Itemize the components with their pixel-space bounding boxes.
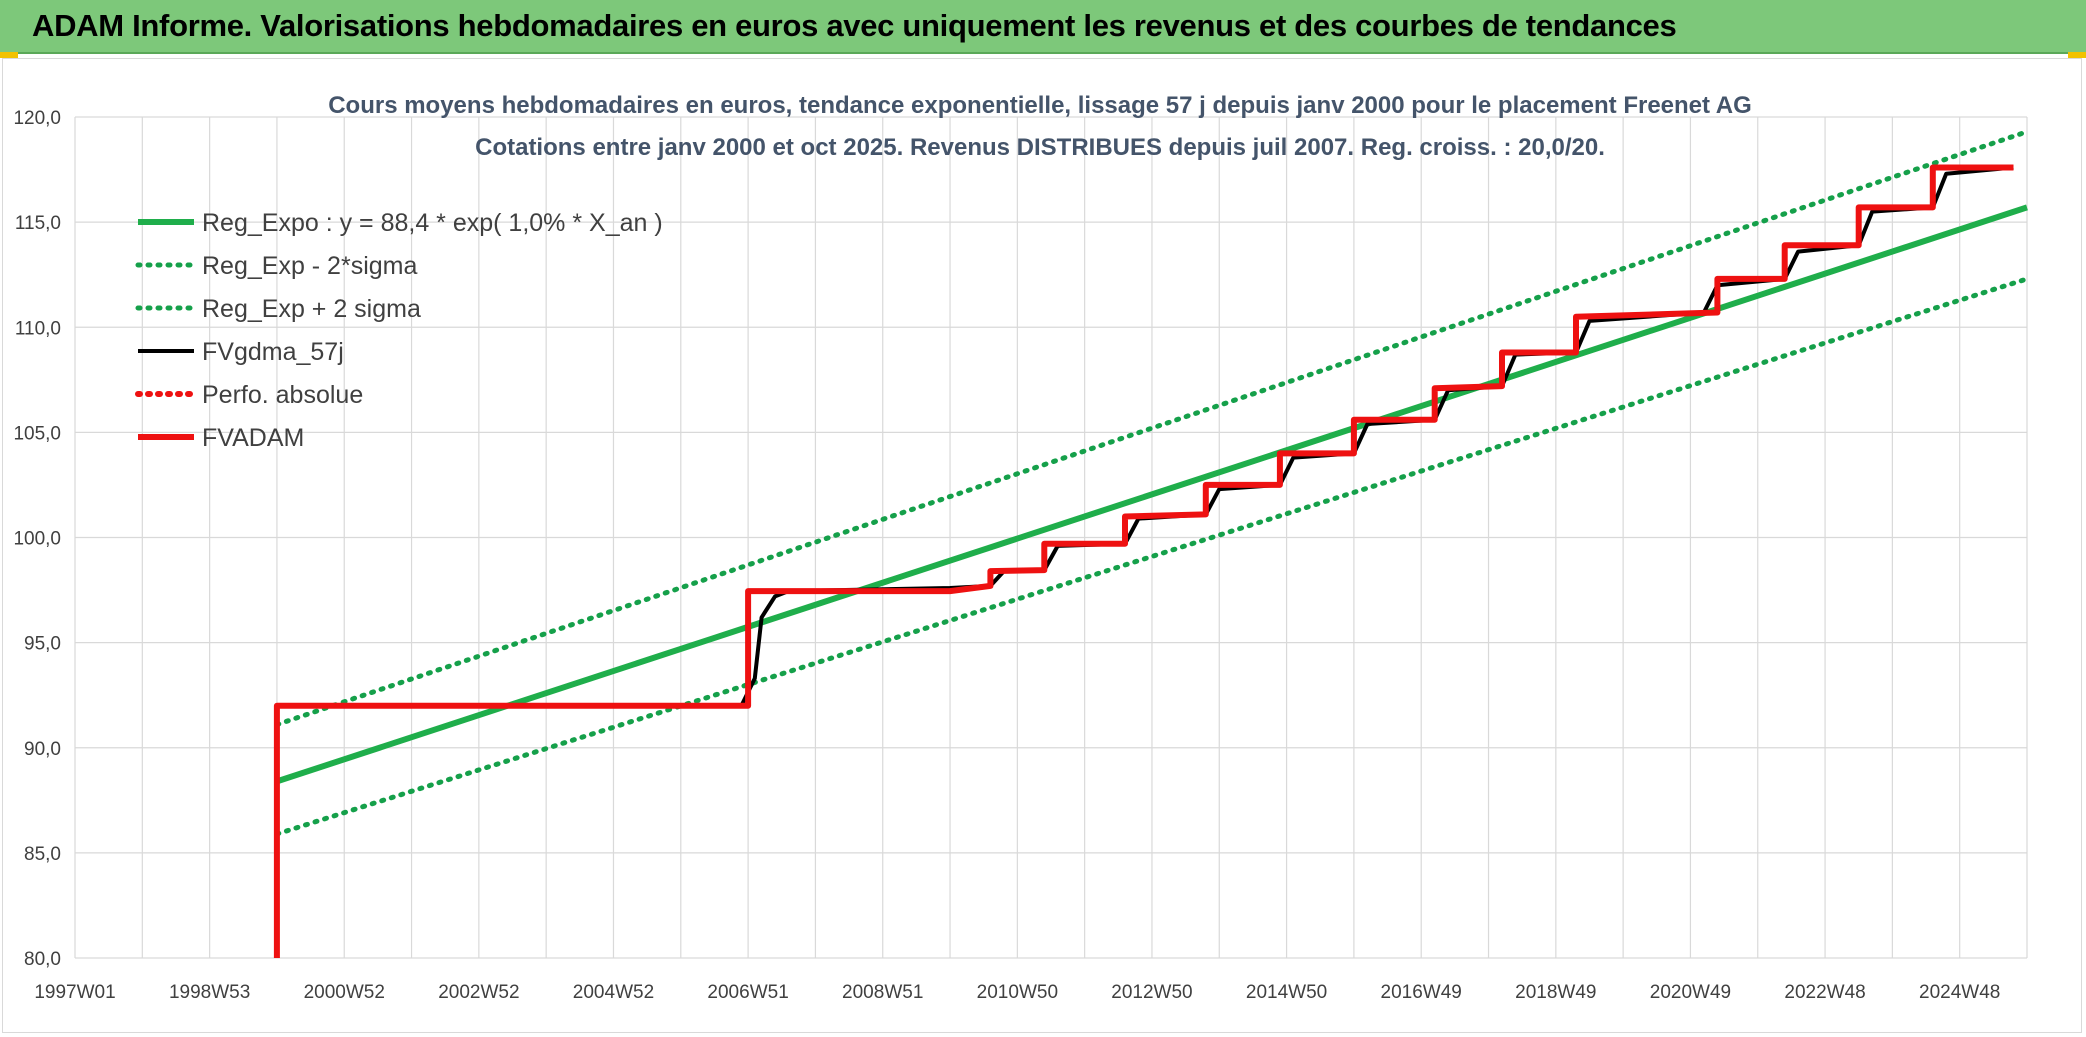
y-tick-label: 85,0 <box>24 844 61 865</box>
x-tick-label: 2010W50 <box>977 982 1058 1003</box>
axis-ticks: 80,0 85,0 90,0 95,0 100,0 105,0 110,0 115,0 120,… <box>13 108 2000 1003</box>
y-tick-label: 100,0 <box>13 529 61 550</box>
y-tick-label: 90,0 <box>24 739 61 760</box>
y-tick-label: 120,0 <box>13 108 61 129</box>
x-tick-label: 2006W51 <box>707 982 788 1003</box>
legend-label: Reg_Expo : y = 88,4 * exp( 1,0% * X_an ) <box>202 209 663 237</box>
series-group <box>273 129 2030 958</box>
legend-label: FVgdma_57j <box>202 338 344 366</box>
title-banner: ADAM Informe. Valorisations hebdomadaire… <box>0 0 2086 54</box>
x-tick-label: 2000W52 <box>304 982 385 1003</box>
legend-label: FVADAM <box>202 424 304 452</box>
series-reg_exp-1 <box>274 276 2030 837</box>
y-tick-label: 80,0 <box>24 949 61 970</box>
series-fvgdma_57j-3 <box>276 165 2014 708</box>
x-tick-label: 1998W53 <box>169 982 250 1003</box>
x-tick-label: 2002W52 <box>438 982 519 1003</box>
y-tick-label: 110,0 <box>15 318 61 339</box>
x-tick-label: 2014W50 <box>1246 982 1327 1003</box>
chart-subtitle: Cotations entre janv 2000 et oct 2025. R… <box>475 134 1605 161</box>
x-tick-label: 1997W01 <box>34 982 115 1003</box>
corner-marker-right <box>2068 52 2086 58</box>
x-tick-label: 2024W48 <box>1919 982 2000 1003</box>
y-tick-label: 105,0 <box>13 423 61 444</box>
legend-label: Reg_Exp - 2*sigma <box>202 252 417 280</box>
legend-label: Perfo. absolue <box>202 381 363 409</box>
series-reg_exp-2 <box>274 129 2030 728</box>
y-tick-label: 115,0 <box>15 213 61 234</box>
x-tick-label: 2018W49 <box>1515 982 1596 1003</box>
x-tick-label: 2020W49 <box>1650 982 1731 1003</box>
corner-marker-left <box>0 52 18 58</box>
x-tick-label: 2004W52 <box>573 982 654 1003</box>
banner-title: ADAM Informe. Valorisations hebdomadaire… <box>32 8 1677 43</box>
series-fvadam-5 <box>273 164 2014 958</box>
x-tick-label: 2022W48 <box>1784 982 1865 1003</box>
series-reg_expo-0 <box>275 204 2028 785</box>
x-tick-label: 2016W49 <box>1381 982 1462 1003</box>
legend-label: Reg_Exp + 2 sigma <box>202 295 421 323</box>
y-tick-label: 95,0 <box>24 634 61 655</box>
x-tick-label: 2008W51 <box>842 982 923 1003</box>
chart-frame <box>2 58 2082 1033</box>
legend: Reg_Expo : y = 88,4 * exp( 1,0% * X_an )… <box>135 209 663 452</box>
chart-title: Cours moyens hebdomadaires en euros, ten… <box>328 92 1752 119</box>
grid-lines <box>74 116 2028 959</box>
x-tick-label: 2012W50 <box>1111 982 1192 1003</box>
